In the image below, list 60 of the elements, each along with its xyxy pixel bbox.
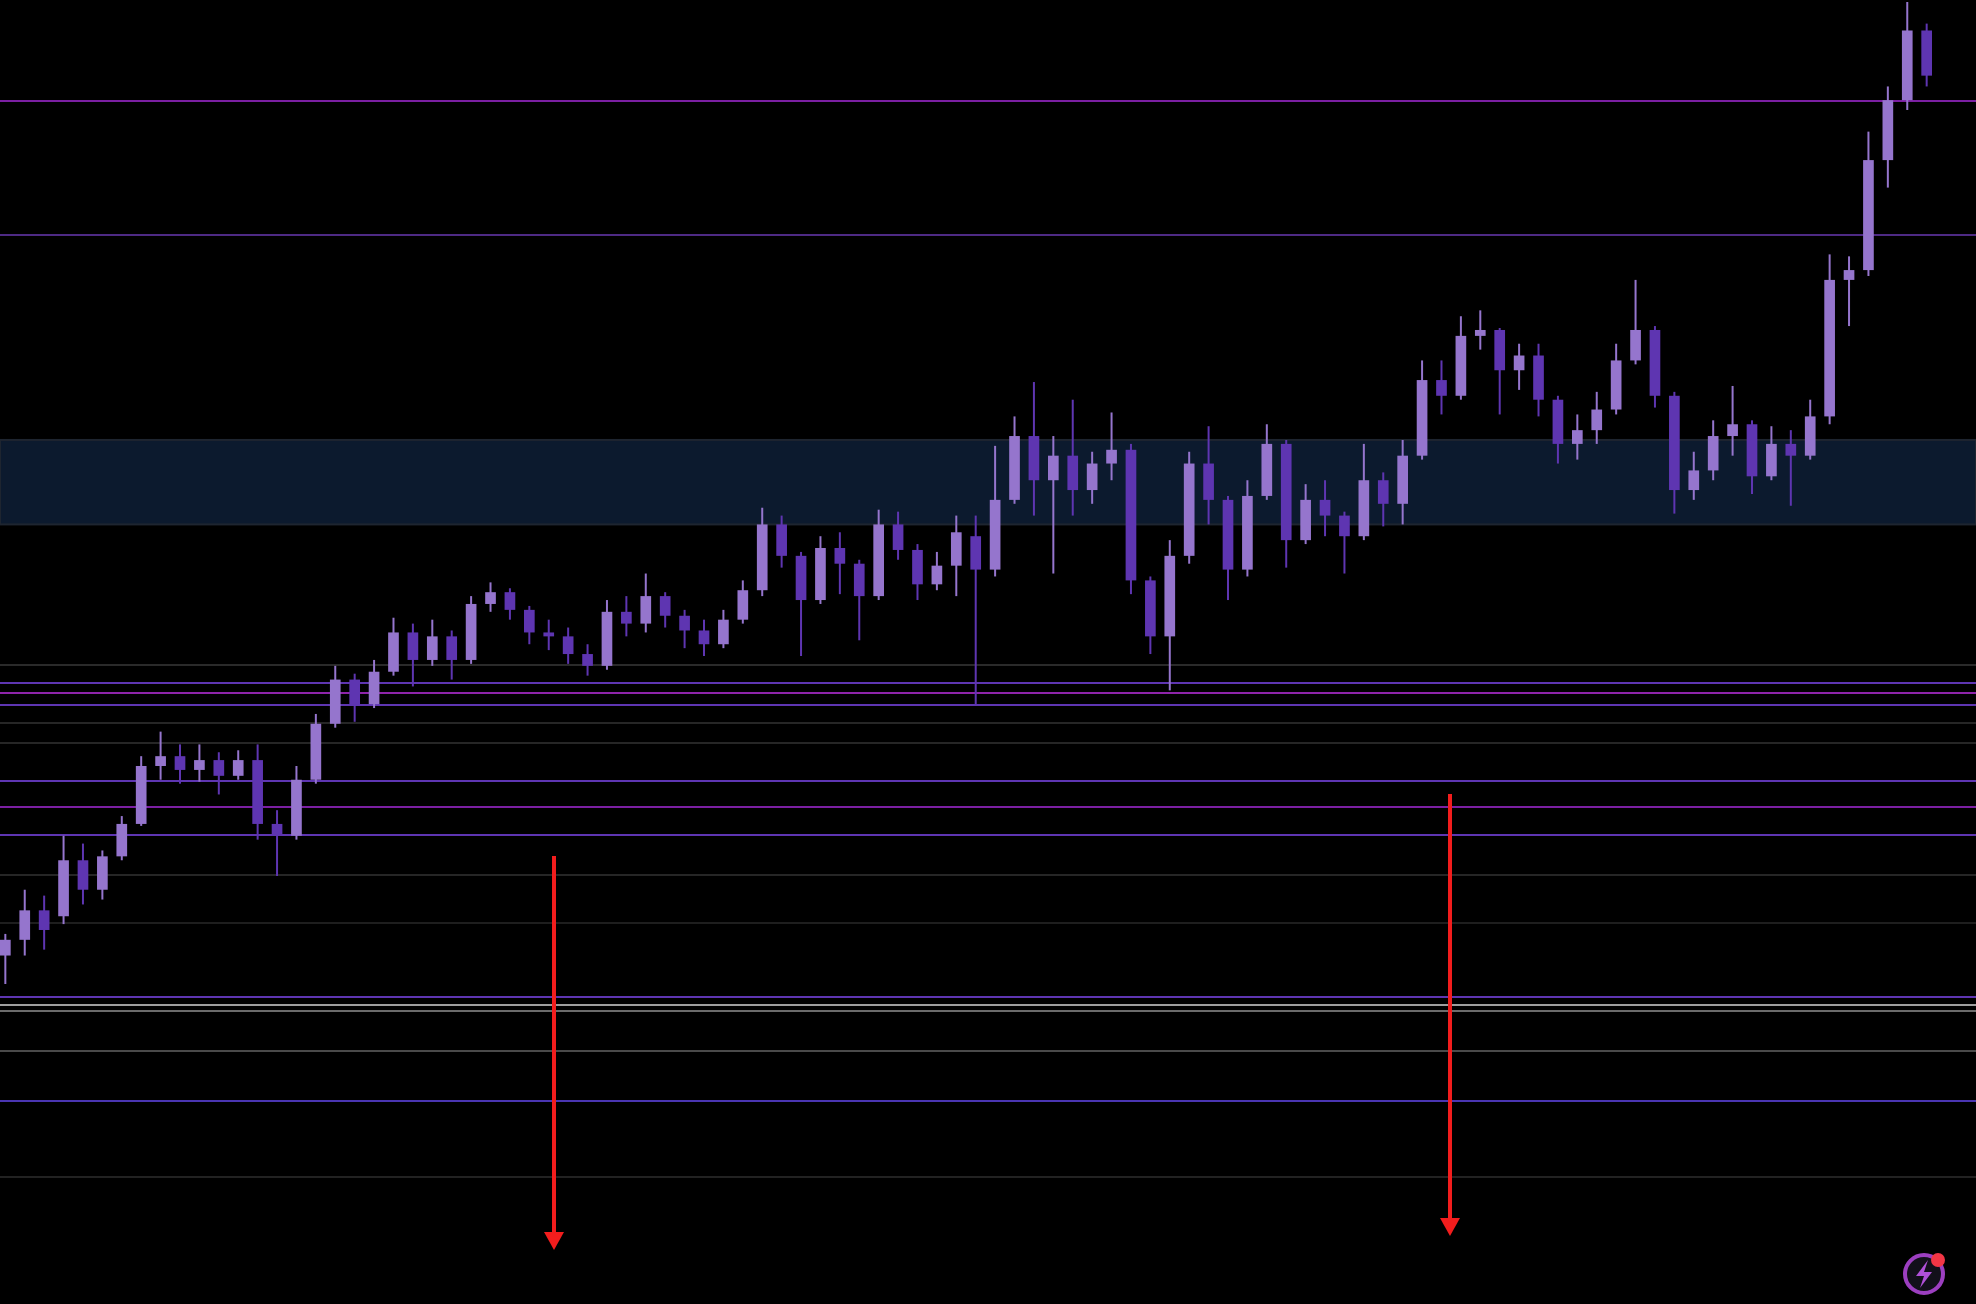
candlestick <box>1203 425 1214 526</box>
candlestick <box>853 558 865 642</box>
candlestick <box>155 730 166 781</box>
candlestick <box>1785 429 1797 507</box>
candlestick <box>329 664 341 729</box>
candlestick <box>1319 479 1331 538</box>
candlestick <box>485 581 496 613</box>
candlestick <box>1707 419 1719 482</box>
candlestick <box>1106 411 1117 482</box>
candlestick <box>950 514 962 598</box>
candlestick <box>1591 390 1603 445</box>
candlestick <box>1571 413 1583 461</box>
candlestick <box>0 932 11 985</box>
candlestick <box>1766 425 1777 482</box>
candlestick <box>1533 342 1544 418</box>
candlestick <box>38 894 50 951</box>
candlestick <box>388 616 399 677</box>
candlestick <box>504 587 516 621</box>
candlestick <box>582 643 593 677</box>
candlestick <box>892 510 904 561</box>
candlestick <box>931 550 943 592</box>
candlestick <box>368 658 380 710</box>
candlestick <box>426 618 438 667</box>
candlestick <box>698 618 710 658</box>
candlestick <box>1028 381 1040 517</box>
candlestick <box>1339 510 1350 575</box>
candlestick <box>232 749 244 781</box>
candlestick <box>1436 359 1447 416</box>
candlestick <box>97 849 108 901</box>
candlestick <box>718 608 729 650</box>
candlestick <box>1086 450 1098 505</box>
candlestick <box>834 531 846 596</box>
candlestick <box>1474 309 1486 351</box>
candlestick <box>737 579 749 625</box>
candlestick <box>1630 278 1641 366</box>
candlestick <box>1377 471 1389 528</box>
candlestick <box>1688 450 1700 501</box>
candlestick <box>621 595 632 638</box>
candlestick <box>1843 255 1855 328</box>
candlestick <box>659 591 671 629</box>
candlestick <box>640 572 652 634</box>
candlestick <box>524 604 535 646</box>
candlestick <box>116 815 128 862</box>
candlestick <box>1300 483 1311 546</box>
candlestick <box>1048 435 1059 575</box>
candlestick <box>562 626 574 665</box>
candlestick <box>795 550 807 658</box>
candlestick <box>1804 398 1816 461</box>
candlestick <box>1921 22 1932 88</box>
candlestick <box>1067 398 1079 517</box>
candlestick <box>912 543 923 602</box>
candlestick <box>543 618 555 652</box>
candlestick <box>679 608 690 650</box>
candlestick <box>1552 394 1564 465</box>
candlestick <box>1494 327 1506 416</box>
candlestick <box>1727 384 1738 457</box>
candlestick <box>194 743 205 783</box>
candlestick <box>776 514 787 569</box>
candlestick <box>77 842 89 906</box>
candlestick <box>19 888 31 957</box>
